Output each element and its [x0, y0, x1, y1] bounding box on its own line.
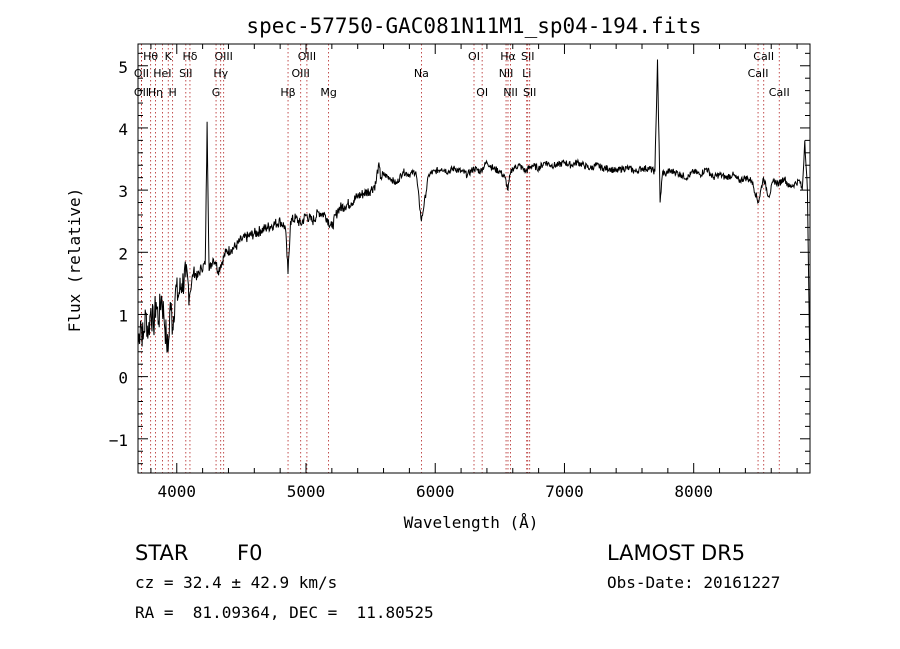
line-label-19: Hα — [500, 50, 516, 63]
y-tick-label: −1 — [109, 431, 128, 450]
y-tick-label: 5 — [118, 58, 128, 77]
y-tick-label: 4 — [118, 120, 128, 139]
line-label-17: OI — [468, 50, 480, 63]
line-label-11: G — [212, 86, 221, 99]
line-label-8: Hδ — [182, 50, 197, 63]
redshift-velocity: cz = 32.4 ± 42.9 km/s — [135, 573, 338, 592]
plot-axes: 4000 5000 6000 7000 8000 −1 0 1 2 3 4 5 — [109, 43, 811, 501]
plot-frame — [137, 43, 811, 474]
line-label-10: Hγ — [213, 67, 228, 80]
line-label-16: Na — [414, 67, 429, 80]
y-axis-label: Flux (relative) — [65, 188, 84, 333]
line-label-25: CaII — [753, 50, 774, 63]
x-tick-label: 7000 — [545, 482, 584, 501]
line-label-14: OIII — [292, 67, 310, 80]
line-label-9: OIII — [214, 50, 232, 63]
line-label-4: HeI — [153, 67, 171, 80]
line-label-23: Li — [522, 67, 531, 80]
line-label-27: CaII — [769, 86, 790, 99]
line-label-15: Mg — [320, 86, 336, 99]
line-label-13: OIII — [298, 50, 316, 63]
object-subclass: F0 — [237, 541, 263, 565]
spectrum-line — [138, 59, 810, 377]
y-tick-label: 3 — [118, 182, 128, 201]
line-label-24: SII — [523, 86, 536, 99]
x-axis-label: Wavelength (Å) — [404, 513, 539, 532]
x-tick-label: 8000 — [674, 482, 713, 501]
y-tick-label: 2 — [118, 244, 128, 263]
line-label-22: SII — [521, 50, 534, 63]
y-tick-label: 0 — [118, 369, 128, 388]
line-label-0: Hθ — [143, 50, 158, 63]
observation-date: Obs-Date: 20161227 — [607, 573, 781, 592]
line-label-26: CaII — [748, 67, 769, 80]
line-label-6: H — [168, 86, 176, 99]
chart-title: spec-57750-GAC081N11M1_sp04-194.fits — [246, 14, 701, 38]
y-tick-label: 1 — [118, 306, 128, 325]
x-tick-label: 6000 — [416, 482, 455, 501]
x-tick-label: 4000 — [158, 482, 197, 501]
line-label-18: OI — [476, 86, 488, 99]
line-label-12: Hβ — [280, 86, 295, 99]
line-label-20: NII — [499, 67, 514, 80]
survey-name: LAMOST DR5 — [607, 541, 746, 565]
line-label-3: Hη — [148, 86, 163, 99]
line-label-7: SII — [179, 67, 192, 80]
spectrum-series — [138, 59, 810, 377]
line-label-5: K — [165, 50, 173, 63]
x-tick-label: 5000 — [287, 482, 326, 501]
sky-coordinates: RA = 81.09364, DEC = 11.80525 — [135, 603, 434, 622]
object-class: STAR — [135, 541, 189, 565]
line-label-21: NII — [503, 86, 518, 99]
line-label-2: OII — [134, 86, 149, 99]
